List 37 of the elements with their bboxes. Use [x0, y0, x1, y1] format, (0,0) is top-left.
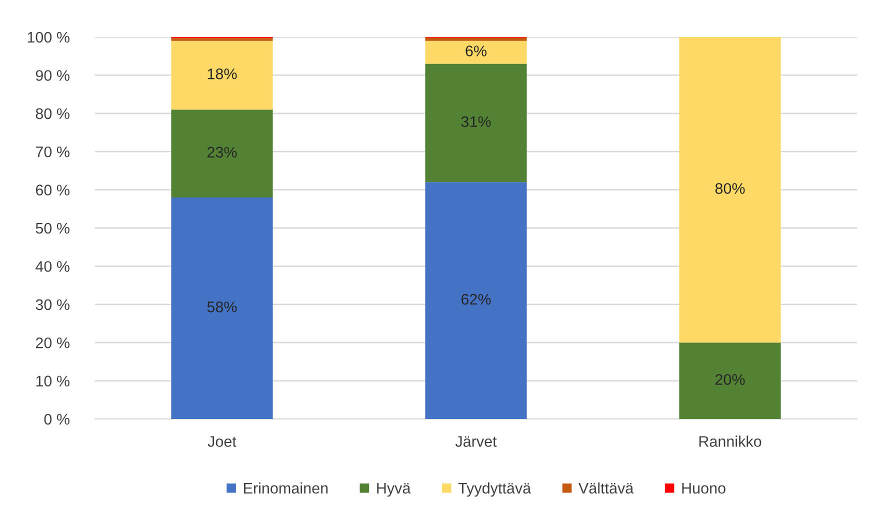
- bar: [425, 38, 527, 41]
- bar: [171, 40, 273, 110]
- bar: [425, 64, 527, 182]
- y-tick-label: 50 %: [36, 222, 70, 234]
- legend-label: Välttävä: [578, 482, 634, 494]
- y-tick-label: 40 %: [36, 261, 70, 272]
- y-tick-label: 30 %: [36, 299, 70, 310]
- y-tick-label: 0 %: [44, 414, 70, 425]
- bar: [425, 40, 527, 64]
- y-tick-label: 90 %: [36, 70, 70, 81]
- bar: [171, 197, 273, 419]
- data-label: 62%: [461, 294, 491, 305]
- bar: [679, 37, 781, 343]
- y-tick-label: 10 %: [36, 376, 70, 386]
- y-tick-label: 70 %: [36, 146, 70, 158]
- bar: [171, 110, 273, 198]
- y-tick-label: 20 %: [36, 337, 70, 348]
- bar: [425, 182, 527, 419]
- x-tick-label: Rannikko: [699, 436, 762, 447]
- legend-label: Hyvä: [377, 482, 411, 497]
- data-label: 18%: [208, 68, 237, 80]
- y-tick-label: 60 %: [36, 184, 70, 196]
- y-tick-label: 100 %: [28, 32, 70, 43]
- data-label: 58%: [207, 302, 237, 312]
- legend-label: Erinomainen: [244, 482, 328, 494]
- x-tick-label: Järvet: [455, 436, 497, 447]
- legend-label: Huono: [682, 482, 726, 494]
- bar: [679, 342, 781, 419]
- data-label: 80%: [715, 183, 745, 194]
- bar: [171, 38, 273, 41]
- data-label: 20%: [715, 374, 745, 385]
- data-label: 23%: [207, 146, 237, 158]
- data-label: 31%: [461, 116, 491, 128]
- legend-label: Tyydyttävä: [458, 482, 532, 497]
- data-label: 6%: [466, 46, 486, 56]
- x-tick-label: Joet: [208, 436, 236, 447]
- y-tick-label: 80 %: [36, 108, 70, 120]
